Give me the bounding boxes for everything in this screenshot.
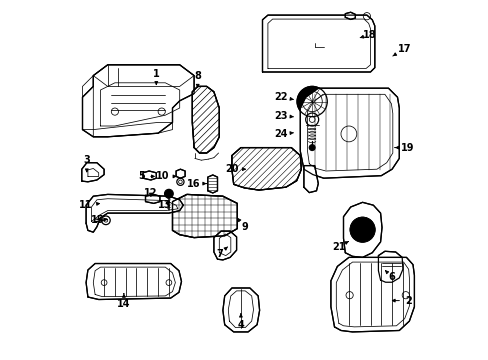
Polygon shape xyxy=(231,148,301,190)
Polygon shape xyxy=(86,264,181,300)
Polygon shape xyxy=(262,15,374,72)
Polygon shape xyxy=(378,251,402,282)
Text: 13: 13 xyxy=(158,200,171,210)
Polygon shape xyxy=(82,65,194,137)
Polygon shape xyxy=(145,194,160,203)
Polygon shape xyxy=(81,163,104,182)
Text: 18: 18 xyxy=(359,30,376,40)
Text: 15: 15 xyxy=(91,215,107,225)
Text: 3: 3 xyxy=(83,155,90,172)
Polygon shape xyxy=(86,194,183,232)
Polygon shape xyxy=(303,166,318,193)
Text: 6: 6 xyxy=(385,271,395,282)
Polygon shape xyxy=(192,86,219,153)
Text: 20: 20 xyxy=(224,164,244,174)
Text: 21: 21 xyxy=(331,242,348,252)
Polygon shape xyxy=(223,288,259,332)
Text: 22: 22 xyxy=(274,92,293,102)
Text: 12: 12 xyxy=(144,188,157,198)
Text: 7: 7 xyxy=(216,247,227,259)
Polygon shape xyxy=(300,88,399,178)
Circle shape xyxy=(309,145,314,150)
Text: 14: 14 xyxy=(117,294,130,309)
Text: 19: 19 xyxy=(394,143,413,153)
Text: 8: 8 xyxy=(194,71,201,87)
Text: 10: 10 xyxy=(156,171,176,181)
Text: 2: 2 xyxy=(391,296,411,306)
Polygon shape xyxy=(142,171,156,180)
Circle shape xyxy=(296,86,326,117)
Text: 1: 1 xyxy=(153,69,160,85)
Circle shape xyxy=(349,217,374,242)
Text: 17: 17 xyxy=(392,44,410,56)
Polygon shape xyxy=(213,231,236,260)
Polygon shape xyxy=(330,257,413,332)
Text: 23: 23 xyxy=(274,111,293,121)
Text: 5: 5 xyxy=(138,171,154,181)
Text: 16: 16 xyxy=(187,179,206,189)
Text: 4: 4 xyxy=(237,314,244,330)
Circle shape xyxy=(164,189,173,198)
Circle shape xyxy=(305,113,318,126)
Text: 9: 9 xyxy=(238,219,247,232)
Polygon shape xyxy=(343,202,381,257)
Polygon shape xyxy=(176,169,185,178)
Polygon shape xyxy=(172,194,237,238)
Polygon shape xyxy=(345,12,355,19)
Polygon shape xyxy=(207,175,217,193)
Text: 11: 11 xyxy=(79,200,99,210)
Text: 24: 24 xyxy=(274,129,293,139)
